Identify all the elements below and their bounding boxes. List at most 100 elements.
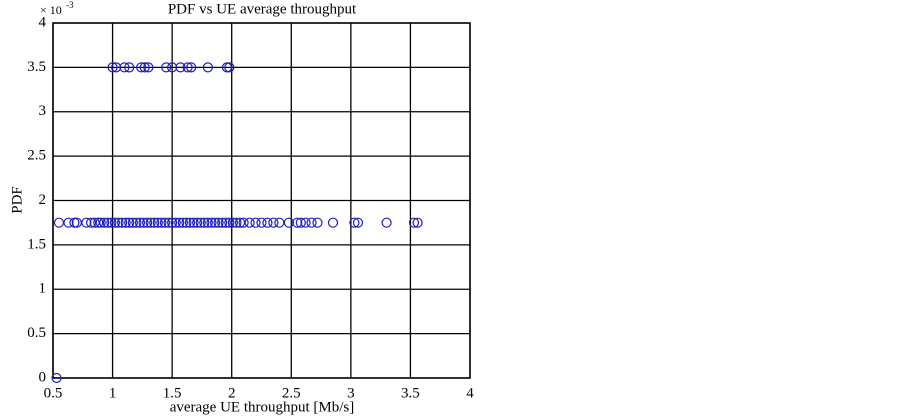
point (113, 217, 124, 228)
point (250, 217, 261, 228)
y-tick-label: 0.5 (27, 325, 46, 341)
x-tick-label: 0.5 (44, 385, 63, 401)
point (53, 217, 65, 228)
point (220, 217, 231, 228)
point (244, 217, 255, 228)
point (306, 217, 317, 228)
point (149, 217, 160, 228)
y-tick-label: 1.5 (27, 236, 46, 252)
point (174, 217, 185, 228)
point (138, 217, 149, 228)
point (300, 217, 311, 228)
point (199, 217, 210, 228)
point (283, 217, 295, 228)
point (109, 217, 121, 228)
plot-frame (52, 22, 471, 379)
point (186, 62, 197, 73)
point (111, 62, 122, 73)
point (152, 217, 163, 228)
point (124, 62, 135, 73)
point (167, 62, 178, 73)
point (209, 217, 221, 228)
point (167, 217, 178, 228)
point (381, 217, 392, 228)
y-axis-label: PDF (9, 186, 25, 214)
point (231, 217, 242, 228)
x-tick-label: 3 (347, 385, 355, 401)
point (352, 217, 364, 228)
point (408, 217, 420, 228)
point (134, 217, 146, 228)
point (163, 217, 174, 228)
y-multiplier-exponent: -3 (66, 0, 74, 10)
point (136, 62, 147, 73)
point (224, 62, 235, 73)
y-tick-label: 0 (39, 369, 47, 385)
x-tick-label: 1.5 (163, 385, 182, 401)
point (170, 217, 181, 228)
point (95, 217, 106, 228)
y-tick-label: 4 (39, 14, 47, 30)
point (327, 217, 339, 228)
point (256, 217, 267, 228)
point (238, 217, 249, 228)
y-tick-label: 3 (39, 103, 47, 119)
point (202, 217, 213, 228)
point (51, 372, 62, 384)
y-tick-label: 1 (39, 281, 47, 297)
point (139, 62, 150, 73)
point (81, 217, 92, 228)
point (292, 217, 303, 228)
point (412, 217, 423, 228)
point (142, 217, 153, 228)
y-tick-label: 3.5 (27, 59, 46, 75)
x-axis-label: average UE throughput [Mb/s] (170, 399, 355, 415)
point (312, 217, 323, 228)
point (182, 62, 193, 73)
chart-title: PDF vs UE average throughput (168, 1, 357, 17)
y-tick-label: 2.5 (27, 148, 46, 164)
point (184, 217, 196, 228)
x-tick-label: 1 (109, 385, 117, 401)
point (124, 217, 135, 228)
x-tick-label: 2.5 (282, 385, 301, 401)
point (120, 217, 131, 228)
point (107, 62, 118, 73)
point (117, 217, 128, 228)
point (206, 217, 217, 228)
point (156, 217, 167, 228)
point (195, 217, 206, 228)
point (213, 217, 224, 228)
y-multiplier: × 10 (40, 3, 62, 17)
point (274, 217, 285, 228)
point (175, 62, 186, 73)
point (177, 217, 188, 228)
point (202, 62, 213, 73)
point (192, 217, 203, 228)
point (106, 217, 117, 228)
point (224, 217, 235, 228)
point (102, 217, 113, 228)
x-tick-label: 2 (228, 385, 236, 401)
point (131, 217, 142, 228)
point (295, 217, 306, 228)
point (268, 217, 279, 228)
point (188, 217, 199, 228)
y-tick-label: 2 (39, 192, 47, 208)
point (349, 217, 360, 228)
point (143, 62, 154, 73)
point (99, 217, 110, 228)
point (119, 62, 130, 73)
point (145, 217, 156, 228)
point (63, 217, 74, 228)
x-tick-label: 4 (466, 385, 474, 401)
point (159, 217, 171, 228)
point (227, 217, 239, 228)
point (161, 62, 172, 73)
point (181, 217, 192, 228)
x-tick-label: 3.5 (401, 385, 420, 401)
point (127, 217, 138, 228)
point (217, 217, 228, 228)
